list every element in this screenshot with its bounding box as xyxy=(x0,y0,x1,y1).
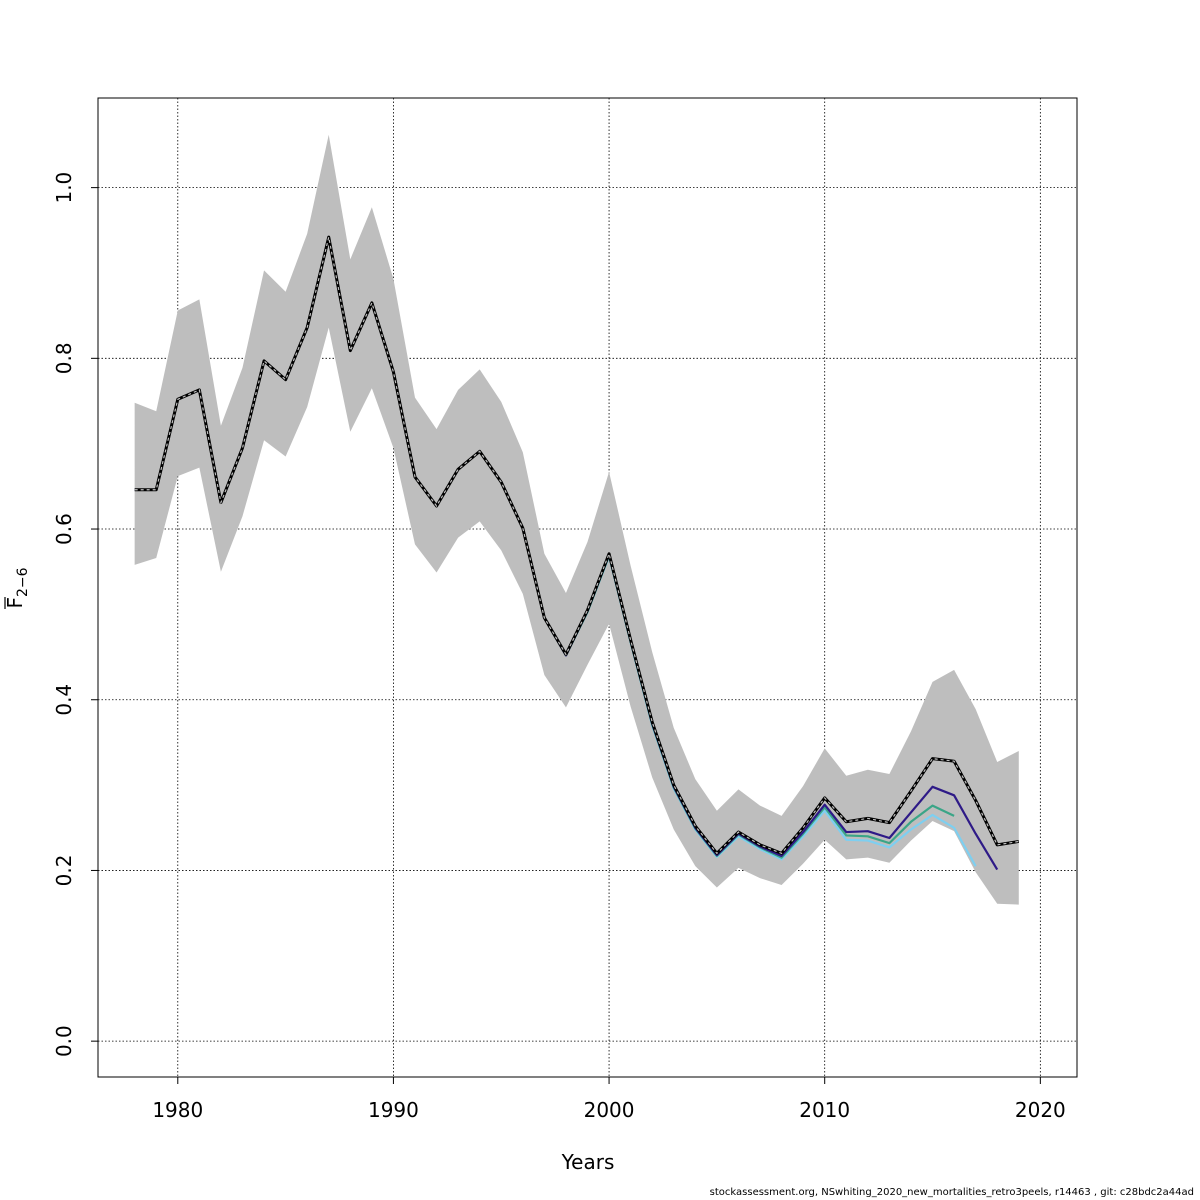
y-tick-label: 0.4 xyxy=(52,684,76,716)
x-tick-label: 1980 xyxy=(152,1098,203,1122)
series-lines xyxy=(134,235,1020,871)
x-tick-label: 1990 xyxy=(368,1098,419,1122)
x-tick-label: 2020 xyxy=(1015,1098,1066,1122)
axis-ticks: 1980 1990 2000 2010 2020 0.0 0.2 0.4 0.6 0.8 1.0 xyxy=(52,172,1066,1122)
series-line-base xyxy=(134,235,1020,855)
y-tick-label: 0.6 xyxy=(52,513,76,545)
y-tick-label: 0.0 xyxy=(52,1025,76,1057)
x-axis-title: Years xyxy=(561,1150,615,1174)
y-axis-title-sub: 2−6 xyxy=(15,567,31,597)
footer-note: stockassessment.org, NSwhiting_2020_new_… xyxy=(709,1187,1194,1198)
y-tick-label: 0.2 xyxy=(52,855,76,887)
grid-lines xyxy=(98,98,1077,1077)
plot-frame xyxy=(97,97,1078,1078)
y-axis-title-main: F xyxy=(3,597,27,609)
x-tick-label: 2010 xyxy=(799,1098,850,1122)
x-tick-label: 2000 xyxy=(584,1098,635,1122)
y-axis-title: F2−6 xyxy=(3,567,31,609)
confidence-band xyxy=(134,134,1019,905)
svg-text:F2−6: F2−6 xyxy=(3,567,31,608)
y-tick-label: 1.0 xyxy=(52,172,76,204)
y-tick-label: 0.8 xyxy=(52,342,76,374)
